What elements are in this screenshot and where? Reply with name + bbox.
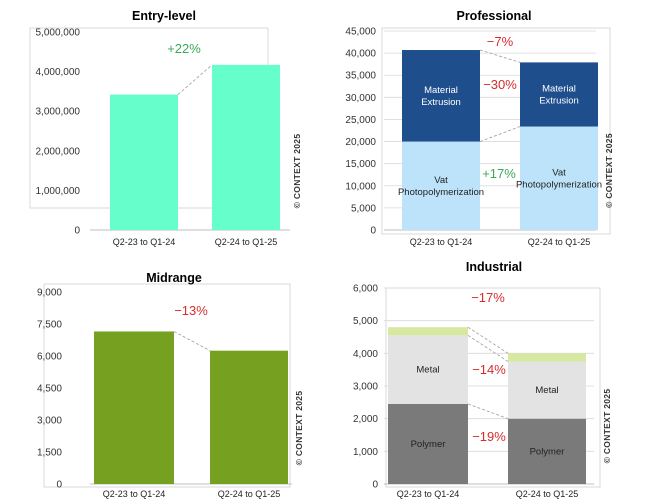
- y-tick-label: 2,000,000: [36, 146, 81, 157]
- change-annotation: −30%: [483, 77, 517, 92]
- change-annotation: −19%: [472, 429, 506, 444]
- bar-material-extrusion-1: [520, 62, 598, 127]
- y-tick-label: 0: [74, 226, 80, 237]
- bar-segment-2-1: [508, 353, 586, 362]
- segment-label: Metal: [535, 385, 558, 396]
- chart-title: Professional: [456, 9, 531, 23]
- y-tick-label: 1,000,000: [36, 186, 81, 197]
- y-tick-label: 7,500: [37, 320, 62, 331]
- bar-segment-0-0: [110, 94, 178, 231]
- bar-metal-1: [508, 361, 586, 419]
- bar-segment-0-1: [212, 64, 280, 230]
- y-tick-label: 30,000: [345, 93, 376, 104]
- x-category-label: Q2-23 to Q1-24: [113, 237, 176, 247]
- copyright-label: © CONTEXT 2025: [604, 133, 614, 208]
- segment-label: Material: [424, 85, 458, 96]
- y-tick-label: 3,000: [353, 382, 378, 393]
- x-category-label: Q2-24 to Q1-25: [215, 237, 278, 247]
- change-connector: [173, 331, 211, 352]
- y-tick-label: 6,000: [37, 352, 62, 363]
- x-category-label: Q2-23 to Q1-24: [410, 237, 473, 247]
- copyright-label: © CONTEXT 2025: [292, 134, 302, 209]
- x-category-label: Q2-23 to Q1-24: [397, 489, 460, 499]
- y-tick-label: 4,000,000: [36, 67, 81, 78]
- change-annotation: −13%: [174, 303, 208, 318]
- bar-segment-2-0: [388, 327, 468, 336]
- x-category-label: Q2-23 to Q1-24: [103, 489, 166, 499]
- chart-title: Midrange: [146, 271, 202, 285]
- bar-segment-0-1: [210, 350, 288, 484]
- segment-label: Photopolymerization: [398, 187, 484, 198]
- x-category-label: Q2-24 to Q1-25: [528, 237, 591, 247]
- chart-panel-2: Midrange 0 1,500 3,000 4,500 6,000 7,500 9,000 Q…: [37, 271, 304, 499]
- y-tick-label: 10,000: [345, 181, 376, 192]
- segment-label: Polymer: [530, 446, 565, 457]
- segment-label: Extrusion: [421, 97, 461, 108]
- y-tick-label: 15,000: [345, 159, 376, 170]
- chart-title: Industrial: [466, 260, 522, 274]
- y-tick-label: 45,000: [345, 27, 376, 38]
- change-annotation: −14%: [472, 362, 506, 377]
- bar-vat-photopolymerization-1: [520, 126, 598, 230]
- y-tick-label: 5,000: [353, 316, 378, 327]
- y-tick-label: 0: [372, 480, 378, 491]
- chart-panel-0: Entry-level 0 1,000,000 2,000,000 3,000,000 4…: [29, 9, 302, 247]
- change-connector: [479, 49, 521, 63]
- y-tick-label: 0: [56, 480, 62, 491]
- bar-polymer-0: [388, 403, 468, 484]
- y-tick-label: 25,000: [345, 115, 376, 126]
- bar-polymer-1: [508, 418, 586, 484]
- segment-label: Vat: [552, 167, 566, 178]
- y-tick-label: 2,000: [353, 414, 378, 425]
- y-tick-label: 0: [370, 226, 376, 237]
- bar-metal-0: [388, 335, 468, 404]
- y-tick-label: 1,000: [353, 447, 378, 458]
- change-connector: [467, 334, 509, 362]
- y-tick-label: 35,000: [345, 71, 376, 82]
- segment-label: Material: [542, 83, 576, 94]
- x-category-label: Q2-24 to Q1-25: [218, 489, 281, 499]
- bar-vat-photopolymerization-0: [402, 141, 480, 230]
- change-annotation: −17%: [471, 290, 505, 305]
- y-tick-label: 5,000: [351, 203, 376, 214]
- y-tick-label: 20,000: [345, 137, 376, 148]
- change-connector: [177, 64, 213, 95]
- segment-label: Photopolymerization: [516, 179, 602, 190]
- bar-segment-0-0: [94, 331, 174, 484]
- chart-panel-1: Professional 0 5,000 10,000 15,000 20,000 25,0…: [345, 9, 614, 247]
- y-tick-label: 1,500: [37, 448, 62, 459]
- segment-label: Metal: [416, 365, 439, 376]
- y-tick-label: 3,000: [37, 416, 62, 427]
- chart-title: Entry-level: [132, 9, 196, 23]
- y-tick-label: 40,000: [345, 49, 376, 60]
- change-annotation: −7%: [487, 34, 514, 49]
- y-tick-label: 5,000,000: [36, 28, 81, 39]
- change-connector: [479, 126, 521, 142]
- change-connector: [467, 403, 509, 420]
- copyright-label: © CONTEXT 2025: [602, 389, 612, 464]
- y-tick-label: 4,500: [37, 384, 62, 395]
- change-annotation: +22%: [167, 41, 201, 56]
- y-tick-label: 6,000: [353, 284, 378, 295]
- segment-label: Polymer: [411, 439, 446, 450]
- change-connector: [467, 326, 509, 354]
- bar-material-extrusion-0: [402, 50, 480, 142]
- y-tick-label: 3,000,000: [36, 107, 81, 118]
- y-tick-label: 9,000: [37, 288, 62, 299]
- y-tick-label: 4,000: [353, 349, 378, 360]
- segment-label: Vat: [434, 175, 448, 186]
- segment-label: Extrusion: [539, 95, 579, 106]
- x-category-label: Q2-24 to Q1-25: [516, 489, 579, 499]
- chart-panel-3: Industrial 0 1,000 2,000 3,000 4,000 5,000 6,00…: [353, 260, 612, 499]
- change-annotation: +17%: [482, 166, 516, 181]
- copyright-label: © CONTEXT 2025: [294, 391, 304, 466]
